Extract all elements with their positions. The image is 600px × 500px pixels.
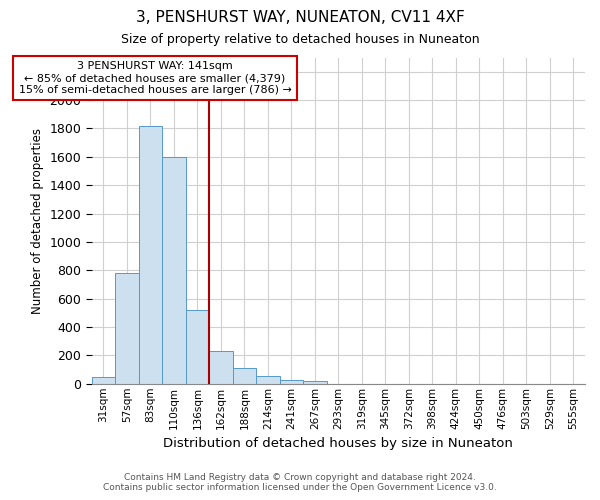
Y-axis label: Number of detached properties: Number of detached properties (31, 128, 44, 314)
Bar (280, 380, 303, 384)
X-axis label: Distribution of detached houses by size in Nuneaton: Distribution of detached houses by size … (163, 437, 513, 450)
Bar (233, 368, 256, 384)
Bar (115, 273, 139, 384)
Bar (92, 376, 115, 384)
Bar (256, 376, 280, 384)
Text: 3, PENSHURST WAY, NUNEATON, CV11 4XF: 3, PENSHURST WAY, NUNEATON, CV11 4XF (136, 10, 464, 25)
Bar (162, 157, 185, 384)
Bar (209, 351, 233, 384)
Bar (303, 381, 326, 384)
Text: Contains HM Land Registry data © Crown copyright and database right 2024.
Contai: Contains HM Land Registry data © Crown c… (103, 473, 497, 492)
Text: Size of property relative to detached houses in Nuneaton: Size of property relative to detached ho… (121, 32, 479, 46)
Text: 3 PENSHURST WAY: 141sqm
← 85% of detached houses are smaller (4,379)
15% of semi: 3 PENSHURST WAY: 141sqm ← 85% of detache… (19, 62, 292, 94)
Bar (185, 310, 209, 384)
Bar (139, 126, 162, 384)
